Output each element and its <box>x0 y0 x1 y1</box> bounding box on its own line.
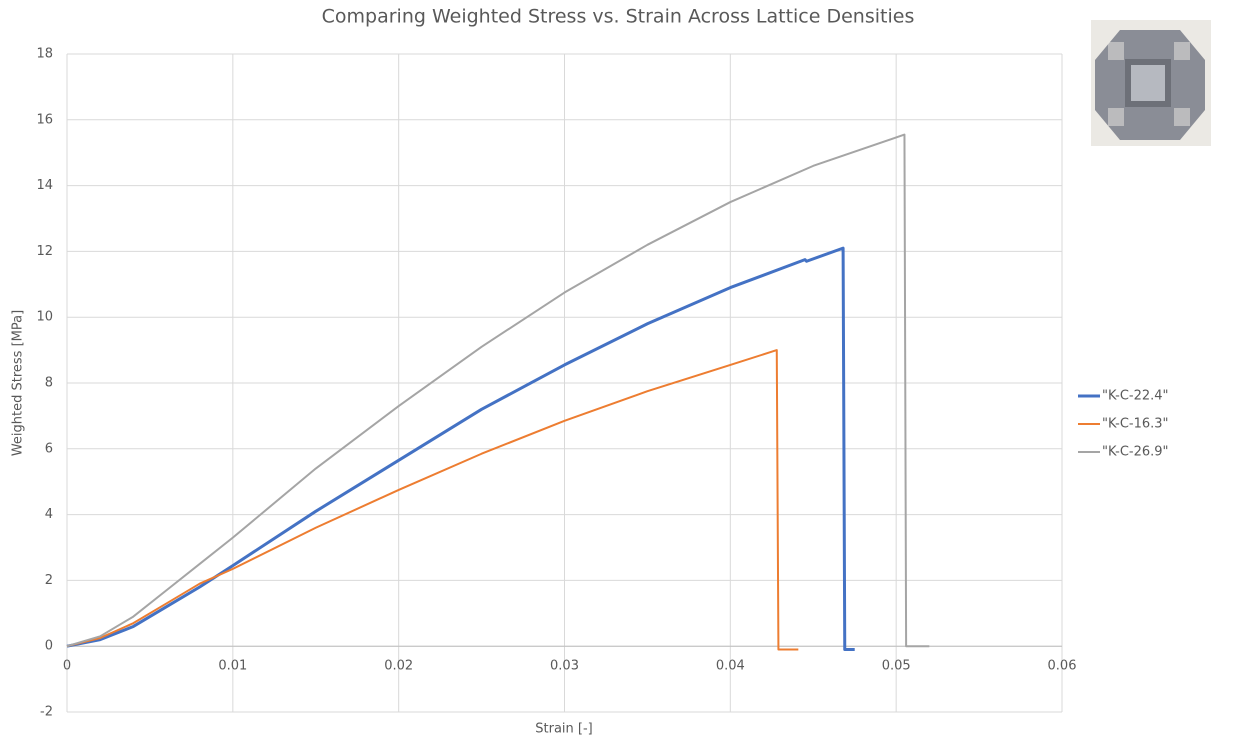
x-tick-label: 0.02 <box>384 659 413 674</box>
y-axis-title: Weighted Stress [MPa] <box>11 310 26 456</box>
y-tick-label: 14 <box>36 178 53 193</box>
lattice-icon <box>1091 20 1211 146</box>
y-tick-label: 8 <box>45 376 53 391</box>
y-tick-label: 18 <box>36 47 53 62</box>
legend-label: "K-C-16.3" <box>1102 417 1169 432</box>
legend-label: "K-C-22.4" <box>1102 389 1169 404</box>
x-tick-label: 0.03 <box>550 659 579 674</box>
chart-title: Comparing Weighted Stress vs. Strain Acr… <box>322 6 915 28</box>
x-tick-label: 0.04 <box>716 659 745 674</box>
x-axis-title: Strain [-] <box>535 722 592 737</box>
y-tick-label: 0 <box>45 639 53 654</box>
y-tick-label: 4 <box>45 507 53 522</box>
series-line <box>67 135 929 647</box>
y-tick-label: -2 <box>40 705 53 720</box>
x-tick-label: 0.05 <box>882 659 911 674</box>
y-tick-label: 6 <box>45 441 53 456</box>
chart: Comparing Weighted Stress vs. Strain Acr… <box>0 0 1235 742</box>
series-line <box>67 350 798 649</box>
y-tick-label: 10 <box>36 310 53 325</box>
x-tick-label: 0.06 <box>1048 659 1077 674</box>
x-tick-label: 0.01 <box>218 659 247 674</box>
y-tick-label: 12 <box>36 244 53 259</box>
y-tick-label: 2 <box>45 573 53 588</box>
x-tick-label: 0 <box>63 659 71 674</box>
legend-label: "K-C-26.9" <box>1102 445 1169 460</box>
y-tick-label: 16 <box>36 112 53 127</box>
